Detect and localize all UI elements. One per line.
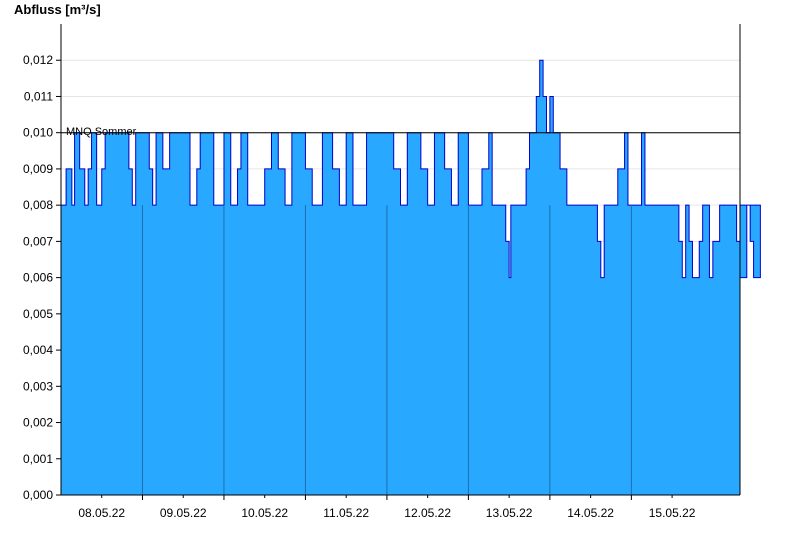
x-tick-label: 12.05.22 xyxy=(404,506,451,520)
x-tick-label: 13.05.22 xyxy=(486,506,533,520)
y-tick-label: 0,010 xyxy=(23,126,53,140)
y-tick-label: 0,011 xyxy=(24,89,53,103)
x-tick-label: 15.05.22 xyxy=(649,506,696,520)
y-tick-label: 0,002 xyxy=(23,416,53,430)
y-tick-label: 0,003 xyxy=(23,379,53,393)
y-tick-label: 0,000 xyxy=(23,488,53,502)
x-tick-labels: 08.05.22 09.05.22 10.05.22 11.05.22 12.05.22… xyxy=(78,495,696,520)
x-tick-label: 10.05.22 xyxy=(241,506,288,520)
y-tick-label: 0,006 xyxy=(23,271,53,285)
y-tick-label: 0,001 xyxy=(23,452,53,466)
y-tick-label: 0,008 xyxy=(23,198,53,212)
y-tick-labels: 0,000 0,001 0,002 0,003 0,004 0,005 0,006 0,007… xyxy=(23,53,61,502)
discharge-area xyxy=(61,59,761,495)
reference-line-label: MNQ Sommer xyxy=(66,126,137,138)
y-tick-label: 0,012 xyxy=(23,53,53,67)
area-fill xyxy=(61,60,761,495)
axes xyxy=(60,24,741,496)
y-tick-label: 0,007 xyxy=(23,234,53,248)
y-tick-label: 0,004 xyxy=(23,343,53,357)
x-tick-label: 08.05.22 xyxy=(78,506,125,520)
day-dividers xyxy=(141,205,632,495)
y-tick-label: 0,005 xyxy=(23,307,53,321)
series-line xyxy=(61,59,761,279)
x-tick-label: 14.05.22 xyxy=(567,506,614,520)
y-tick-label: 0,009 xyxy=(23,162,53,176)
x-tick-label: 11.05.22 xyxy=(323,506,369,520)
y-axis-title: Abfluss [m³/s] xyxy=(14,2,101,17)
x-tick-label: 09.05.22 xyxy=(160,506,207,520)
